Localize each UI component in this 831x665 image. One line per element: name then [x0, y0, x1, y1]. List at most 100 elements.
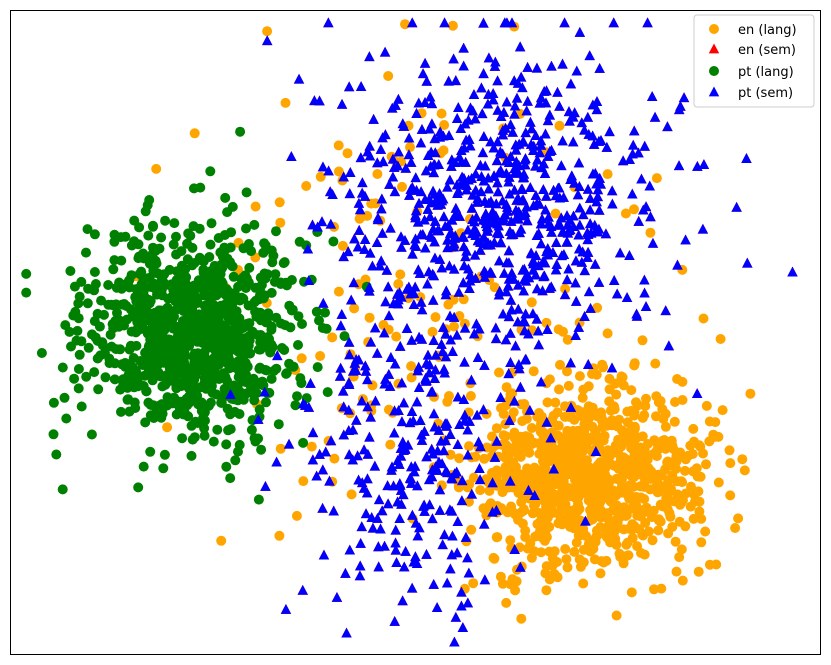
- point-circle: [142, 326, 153, 337]
- point-circle: [244, 331, 254, 342]
- point-triangle: [538, 184, 549, 195]
- point-triangle: [372, 347, 383, 358]
- point-circle: [590, 408, 601, 419]
- point-circle: [589, 554, 600, 565]
- point-triangle: [576, 117, 587, 128]
- point-triangle: [491, 435, 503, 446]
- point-circle: [637, 412, 648, 423]
- point-triangle: [474, 323, 485, 334]
- point-triangle: [336, 98, 348, 109]
- point-triangle: [297, 584, 308, 595]
- point-circle: [585, 493, 596, 504]
- point-triangle: [362, 146, 373, 157]
- point-triangle: [317, 161, 329, 172]
- point-triangle: [434, 484, 446, 495]
- point-circle: [219, 324, 230, 335]
- point-triangle: [595, 178, 607, 189]
- point-circle: [290, 400, 301, 411]
- point-triangle: [570, 255, 582, 266]
- point-triangle: [528, 200, 539, 211]
- point-triangle: [530, 269, 541, 280]
- point-triangle: [468, 328, 480, 339]
- point-circle: [569, 546, 580, 557]
- point-triangle: [564, 115, 575, 126]
- point-triangle: [464, 275, 476, 286]
- point-circle: [196, 397, 207, 408]
- point-triangle: [477, 108, 488, 119]
- point-triangle: [498, 267, 510, 278]
- point-triangle: [397, 595, 408, 606]
- point-triangle: [437, 539, 448, 550]
- point-circle: [616, 371, 627, 382]
- point-triangle: [360, 365, 372, 376]
- point-triangle: [413, 382, 425, 393]
- point-triangle: [416, 435, 428, 445]
- point-triangle: [587, 168, 599, 179]
- point-triangle: [379, 46, 391, 57]
- point-triangle: [410, 172, 421, 183]
- point-circle: [438, 145, 449, 156]
- series-pt-lang: [21, 126, 372, 505]
- point-triangle: [453, 286, 465, 297]
- point-triangle: [327, 189, 338, 200]
- point-triangle: [342, 246, 354, 257]
- point-circle: [688, 513, 699, 524]
- point-triangle: [495, 165, 506, 175]
- point-triangle: [509, 108, 520, 119]
- point-triangle: [373, 561, 384, 572]
- point-triangle: [428, 579, 439, 589]
- point-triangle: [355, 537, 366, 548]
- point-triangle: [551, 237, 562, 248]
- point-circle: [171, 249, 182, 260]
- point-triangle: [360, 508, 372, 519]
- point-circle: [405, 142, 415, 153]
- point-circle: [385, 439, 396, 450]
- point-triangle: [424, 211, 436, 222]
- point-triangle: [514, 363, 525, 374]
- point-circle: [70, 306, 81, 317]
- point-triangle: [360, 360, 371, 371]
- point-circle: [538, 430, 549, 441]
- point-circle: [152, 289, 162, 300]
- point-triangle: [432, 464, 443, 475]
- point-triangle: [482, 98, 494, 109]
- point-triangle: [742, 257, 753, 268]
- point-circle: [585, 546, 596, 557]
- point-triangle: [459, 118, 471, 129]
- point-circle: [669, 416, 680, 427]
- point-circle: [694, 440, 705, 451]
- point-circle: [133, 482, 144, 493]
- point-triangle: [395, 484, 407, 495]
- point-circle: [241, 187, 252, 198]
- point-triangle: [428, 270, 440, 281]
- point-triangle: [343, 449, 355, 460]
- point-circle: [196, 406, 207, 416]
- point-circle: [478, 503, 489, 514]
- point-circle: [129, 215, 140, 226]
- point-triangle: [398, 397, 410, 408]
- point-triangle: [325, 218, 337, 229]
- point-circle: [520, 431, 531, 442]
- point-triangle: [375, 523, 386, 534]
- point-circle: [61, 413, 72, 424]
- point-triangle: [314, 448, 325, 459]
- legend-box: [693, 14, 815, 108]
- point-circle: [400, 19, 410, 30]
- point-triangle: [545, 432, 556, 443]
- point-triangle: [487, 477, 498, 488]
- point-triangle: [447, 530, 458, 541]
- point-circle: [81, 247, 91, 258]
- point-circle: [296, 353, 307, 364]
- point-triangle: [422, 349, 434, 360]
- point-triangle: [608, 17, 619, 28]
- legend-label-en-lang: en (lang): [738, 23, 797, 38]
- point-circle: [626, 385, 637, 396]
- point-triangle: [500, 122, 511, 133]
- point-circle: [615, 551, 626, 562]
- point-circle: [234, 439, 245, 450]
- point-circle: [230, 341, 241, 352]
- point-circle: [148, 221, 158, 232]
- point-triangle: [385, 222, 396, 233]
- legend-entry-pt-lang: pt (lang): [709, 65, 794, 80]
- point-circle: [484, 485, 495, 496]
